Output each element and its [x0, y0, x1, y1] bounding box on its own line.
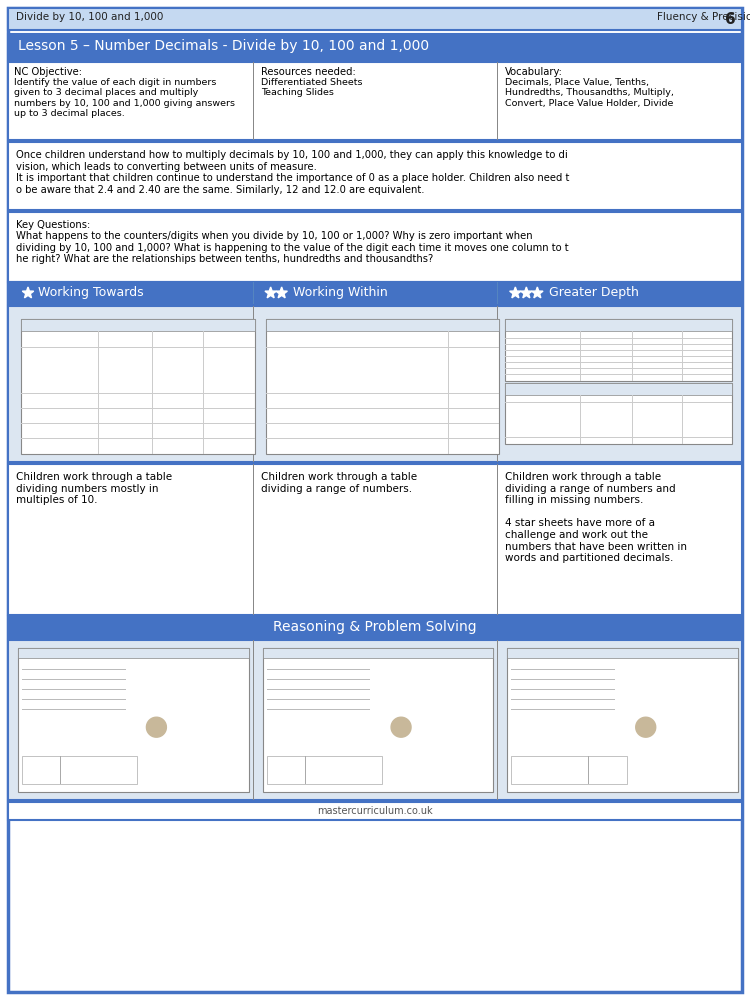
Bar	[253, 640, 254, 800]
Bar	[512, 678, 615, 680]
Bar	[8, 62, 742, 140]
Bar	[8, 464, 742, 615]
Text: NC Objective:: NC Objective:	[14, 67, 82, 77]
Bar	[21, 319, 255, 331]
Bar	[512, 708, 615, 710]
Bar	[267, 708, 370, 710]
Bar	[267, 698, 370, 700]
Text: Children work through a table
dividing a range of numbers and
filling in missing: Children work through a table dividing a…	[506, 472, 687, 563]
Bar	[8, 142, 742, 210]
Bar	[253, 282, 254, 304]
Polygon shape	[146, 717, 166, 737]
Bar	[22, 708, 126, 710]
Bar	[512, 698, 615, 700]
Bar	[22, 698, 126, 700]
Bar	[506, 383, 732, 444]
Text: Once children understand how to multiply decimals by 10, 100 and 1,000, they can: Once children understand how to multiply…	[16, 150, 569, 195]
Bar	[267, 756, 382, 784]
Bar	[22, 688, 126, 690]
Text: Working Towards: Working Towards	[38, 286, 144, 299]
Bar	[8, 34, 742, 60]
Text: mastercurriculum.co.uk: mastercurriculum.co.uk	[317, 806, 433, 816]
Polygon shape	[532, 287, 543, 298]
Bar	[267, 678, 370, 680]
Text: Children work through a table
dividing numbers mostly in
multiples of 10.: Children work through a table dividing n…	[16, 472, 172, 505]
Bar	[506, 383, 732, 395]
Text: Key Questions:: Key Questions:	[16, 220, 90, 230]
Polygon shape	[510, 287, 521, 298]
Text: Children work through a table
dividing a range of numbers.: Children work through a table dividing a…	[261, 472, 417, 494]
Bar	[512, 688, 615, 690]
Text: Vocabulary:: Vocabulary:	[506, 67, 563, 77]
Text: Greater Depth: Greater Depth	[549, 286, 639, 299]
Bar	[497, 640, 498, 800]
Bar	[262, 648, 494, 792]
Bar	[267, 688, 370, 690]
Polygon shape	[636, 717, 656, 737]
Bar	[497, 62, 498, 140]
Bar	[497, 282, 498, 304]
Bar	[8, 306, 742, 462]
Bar	[512, 756, 627, 784]
Bar	[497, 464, 498, 615]
Text: Reasoning & Problem Solving: Reasoning & Problem Solving	[273, 620, 477, 634]
Bar	[253, 62, 254, 140]
Bar	[22, 756, 137, 784]
Bar	[18, 648, 249, 792]
Bar	[262, 648, 494, 658]
Text: Fluency & Precision: Fluency & Precision	[657, 12, 750, 22]
Text: Working Within: Working Within	[292, 286, 388, 299]
Bar	[8, 212, 742, 282]
Polygon shape	[265, 287, 276, 298]
Text: Resources needed:: Resources needed:	[261, 67, 356, 77]
Bar	[8, 282, 742, 304]
Polygon shape	[276, 287, 287, 298]
Bar	[8, 640, 742, 800]
Bar	[22, 668, 126, 670]
Bar	[253, 306, 254, 462]
Polygon shape	[22, 287, 34, 298]
Text: 6: 6	[724, 11, 735, 26]
Bar	[22, 678, 126, 680]
Bar	[507, 648, 738, 792]
Bar	[507, 648, 738, 658]
Bar	[253, 464, 254, 615]
Text: Differentiated Sheets
Teaching Slides: Differentiated Sheets Teaching Slides	[261, 78, 362, 97]
Bar	[21, 319, 255, 454]
Polygon shape	[520, 287, 532, 298]
Bar	[266, 319, 500, 331]
Bar	[512, 668, 615, 670]
Bar	[8, 802, 742, 820]
Bar	[506, 319, 732, 331]
Bar	[267, 668, 370, 670]
Polygon shape	[391, 717, 411, 737]
Bar	[506, 319, 732, 381]
Bar	[18, 648, 249, 658]
Bar	[8, 8, 742, 30]
Text: Decimals, Place Value, Tenths,
Hundredths, Thousandths, Multiply,
Convert, Place: Decimals, Place Value, Tenths, Hundredth…	[506, 78, 674, 108]
Bar	[266, 319, 500, 454]
Text: What happens to the counters/digits when you divide by 10, 100 or 1,000? Why is : What happens to the counters/digits when…	[16, 231, 568, 264]
Bar	[8, 616, 742, 638]
Text: Identify the value of each digit in numbers
given to 3 decimal places and multip: Identify the value of each digit in numb…	[14, 78, 235, 118]
Text: Lesson 5 – Number Decimals - Divide by 10, 100 and 1,000: Lesson 5 – Number Decimals - Divide by 1…	[18, 39, 429, 53]
Bar	[497, 306, 498, 462]
Text: Divide by 10, 100 and 1,000: Divide by 10, 100 and 1,000	[16, 12, 164, 22]
